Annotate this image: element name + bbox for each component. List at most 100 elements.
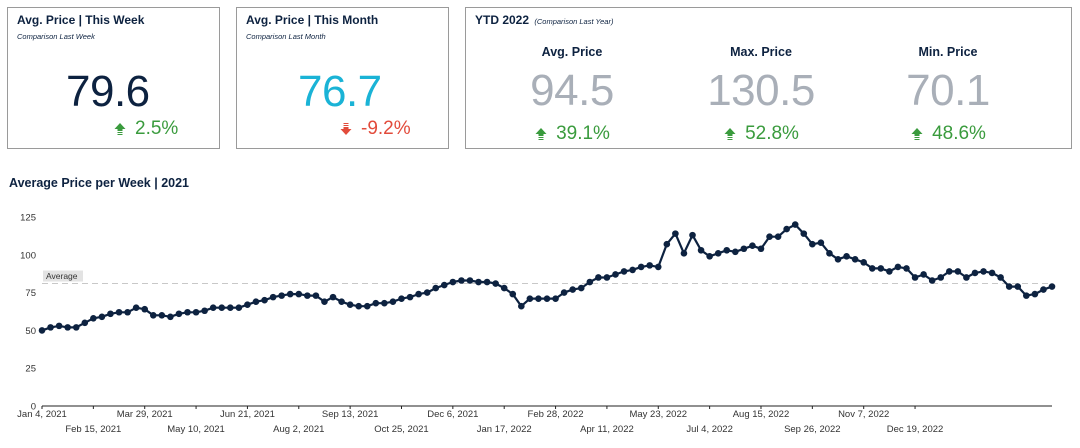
data-point <box>911 274 919 281</box>
x-tick-label: Sep 13, 2021 <box>322 409 379 420</box>
x-tick-label: May 10, 2021 <box>167 424 225 435</box>
kpi-change-this-week: 2.5% <box>113 119 178 138</box>
data-point <box>98 313 106 321</box>
data-point <box>766 233 773 240</box>
data-point <box>569 286 576 293</box>
data-point <box>535 295 542 302</box>
data-point <box>381 299 388 307</box>
data-point <box>244 301 251 308</box>
average-label-box <box>43 270 83 282</box>
data-point <box>791 221 799 228</box>
data-point <box>945 268 953 275</box>
data-point <box>149 311 157 319</box>
data-point <box>475 278 482 286</box>
data-point <box>218 304 226 312</box>
data-point <box>997 274 1004 281</box>
data-point <box>774 233 782 240</box>
data-point <box>90 315 97 322</box>
x-tick-label: Jul 4, 2022 <box>686 424 732 435</box>
y-axis: 0 25 50 75 100 125 <box>20 213 1052 413</box>
data-point <box>1040 286 1047 293</box>
kpi-value-this-week: 79.6 <box>66 67 150 116</box>
data-point <box>963 274 970 281</box>
y-tick-label: 50 <box>25 326 36 337</box>
data-point <box>304 292 311 299</box>
data-point <box>826 249 833 257</box>
data-point <box>886 268 893 275</box>
data-point <box>81 319 89 327</box>
data-point <box>483 278 491 286</box>
data-point <box>877 265 885 272</box>
data-point <box>72 324 80 331</box>
data-point <box>526 295 534 302</box>
data-point <box>235 304 243 312</box>
series-line <box>41 223 1053 332</box>
ytd-value: 94.5 <box>530 66 614 115</box>
data-point <box>749 242 756 250</box>
data-point <box>809 240 816 248</box>
kpi-change-value: -9.2% <box>361 118 411 139</box>
card-subtitle-this-week: Comparison Last Week <box>17 32 95 41</box>
data-point <box>406 293 414 301</box>
data-point <box>227 304 234 312</box>
y-tick-label: 25 <box>25 364 36 375</box>
data-point <box>518 302 525 310</box>
data-point <box>107 310 114 318</box>
average-label: Average <box>46 271 78 281</box>
data-point <box>723 246 731 254</box>
data-point <box>894 263 902 271</box>
data-point <box>184 308 191 316</box>
data-point <box>954 268 962 275</box>
arrow-up-icon <box>114 122 126 135</box>
x-tick-label: Jan 17, 2022 <box>477 424 532 435</box>
data-point <box>672 230 679 237</box>
data-point <box>115 308 123 316</box>
arrow-up-icon <box>535 127 547 140</box>
x-tick-label: Apr 11, 2022 <box>580 424 634 435</box>
data-point <box>903 265 910 272</box>
data-point <box>209 304 217 312</box>
data-point <box>732 248 739 256</box>
ytd-subtitle: (Comparison Last Year) <box>534 17 614 26</box>
data-point <box>637 263 645 271</box>
data-point <box>543 295 551 302</box>
data-point <box>680 249 688 257</box>
kpi-card-this-week: Avg. Price | This Week Comparison Last W… <box>7 7 220 149</box>
data-point <box>355 302 362 310</box>
data-point <box>783 225 790 233</box>
data-point <box>47 324 54 331</box>
data-point <box>612 271 619 278</box>
kpi-card-ytd: YTD 2022 (Comparison Last Year) Avg. Pri… <box>465 7 1072 149</box>
data-point <box>980 268 987 275</box>
data-point <box>868 265 876 272</box>
x-tick-label: Dec 6, 2021 <box>427 409 478 420</box>
ytd-change-value: 52.8% <box>745 123 799 144</box>
data-point <box>321 298 328 305</box>
ytd-title: YTD 2022 <box>475 13 530 27</box>
card-title-this-month: Avg. Price | This Month <box>246 13 379 27</box>
data-point <box>158 311 166 319</box>
data-point <box>423 289 431 296</box>
data-point <box>663 240 671 248</box>
data-point <box>338 298 345 305</box>
x-tick-label: Aug 2, 2021 <box>273 424 324 435</box>
data-point <box>1023 292 1030 299</box>
x-tick-label: Jan 4, 2021 <box>17 409 67 420</box>
line-chart: 0 25 50 75 100 125 Jan 4, 2021 Feb 15, 2021 Mar… <box>17 213 1056 435</box>
data-point <box>603 274 611 281</box>
ytd-change-value: 48.6% <box>932 123 986 144</box>
card-title-this-week: Avg. Price | This Week <box>17 13 145 27</box>
x-tick-label: Nov 7, 2022 <box>838 409 889 420</box>
data-point <box>714 249 722 257</box>
y-tick-label: 0 <box>31 402 36 413</box>
data-point <box>252 298 260 305</box>
data-point <box>64 324 71 331</box>
data-point <box>175 310 183 318</box>
kpi-card-this-month: Avg. Price | This Month Comparison Last … <box>236 7 449 149</box>
data-point <box>971 269 979 277</box>
data-point <box>697 246 705 254</box>
data-point <box>560 289 568 296</box>
data-point <box>363 302 371 310</box>
data-point <box>192 308 200 316</box>
data-point <box>937 274 945 281</box>
